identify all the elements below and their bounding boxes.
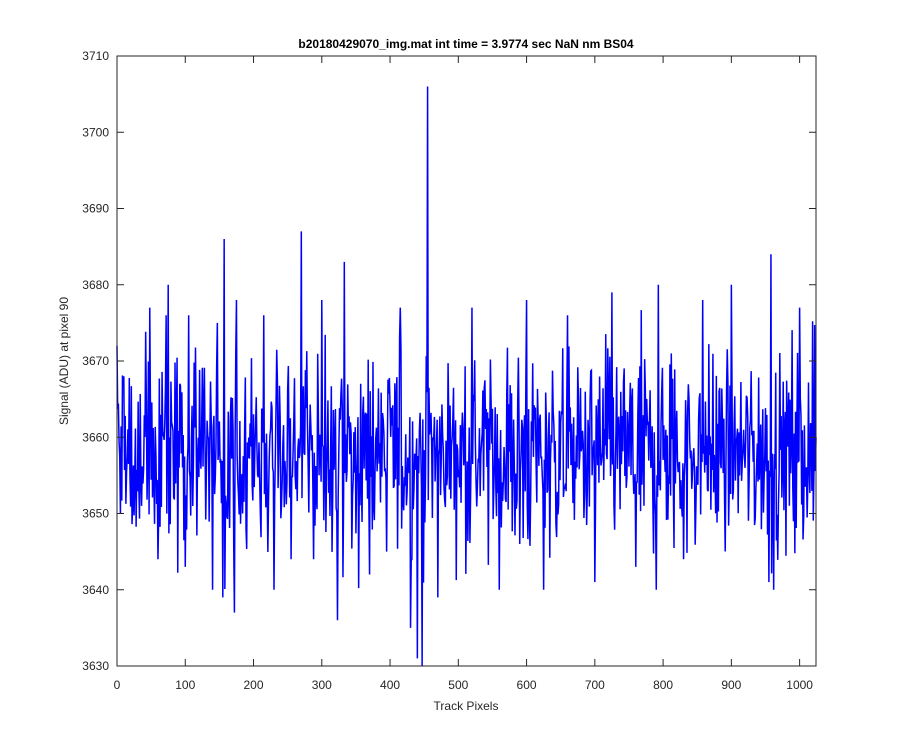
y-tick-label: 3660 (82, 430, 109, 444)
x-tick-label: 900 (721, 678, 741, 692)
x-tick-label: 300 (312, 678, 332, 692)
series-layer (116, 86, 817, 667)
y-tick-label: 3700 (82, 125, 109, 139)
y-tick-label: 3710 (82, 49, 109, 63)
x-tick-label: 100 (175, 678, 195, 692)
x-axis-label: Track Pixels (434, 699, 499, 713)
y-tick-label: 3640 (82, 583, 109, 597)
series-line (116, 86, 817, 667)
x-tick-label: 600 (517, 678, 537, 692)
y-tick-label: 3670 (82, 354, 109, 368)
x-tick-label: 500 (448, 678, 468, 692)
y-axis-label: Signal (ADU) at pixel 90 (57, 297, 71, 425)
y-tick-label: 3680 (82, 278, 109, 292)
x-tick-label: 800 (653, 678, 673, 692)
x-tick-label: 1000 (786, 678, 813, 692)
chart-title: b20180429070_img.mat int time = 3.9774 s… (298, 37, 634, 51)
tick-layer: 0 100 200 300 400 500 600 700 800 900 1000 3630 3640… (82, 49, 816, 692)
x-tick-label: 0 (114, 678, 121, 692)
x-tick-label: 400 (380, 678, 400, 692)
y-tick-label: 3690 (82, 202, 109, 216)
y-tick-label: 3650 (82, 507, 109, 521)
x-tick-label: 200 (244, 678, 264, 692)
x-tick-label: 700 (585, 678, 605, 692)
plot-area (117, 56, 816, 666)
y-tick-label: 3630 (82, 659, 109, 673)
